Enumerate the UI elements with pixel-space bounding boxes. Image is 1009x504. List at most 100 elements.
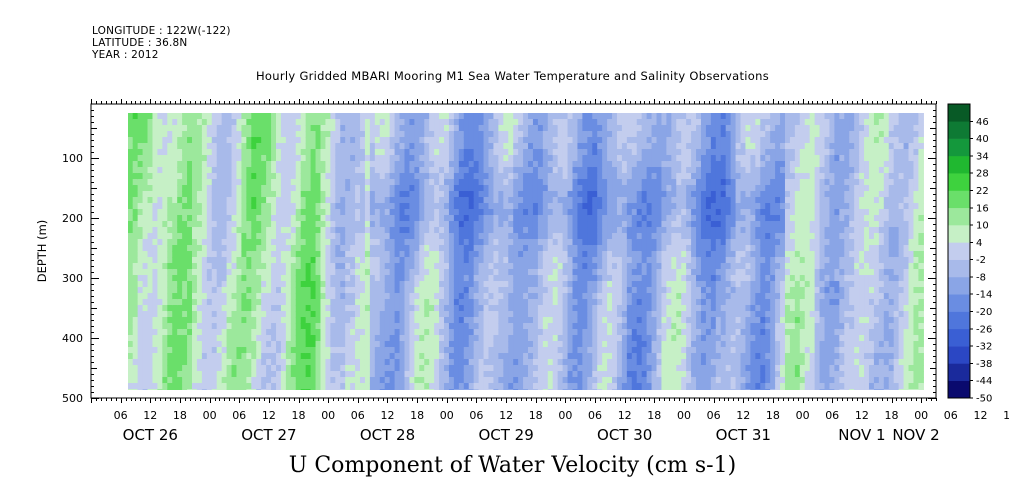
- heatmap-cell: [360, 197, 366, 204]
- heatmap-cell: [172, 335, 178, 342]
- heatmap-cell: [276, 287, 282, 294]
- heatmap-cell: [196, 203, 203, 210]
- heatmap-cell: [523, 185, 529, 192]
- heatmap-cell: [315, 347, 322, 354]
- heatmap-cell: [266, 335, 272, 342]
- year-label: YEAR : 2012: [92, 49, 159, 61]
- heatmap-cell: [261, 329, 267, 336]
- heatmap-cell: [597, 197, 603, 204]
- heatmap-cell: [236, 269, 243, 276]
- heatmap-cell: [266, 149, 272, 156]
- heatmap-cell: [305, 131, 312, 138]
- heatmap-cell: [187, 365, 193, 372]
- heatmap-cell: [216, 191, 223, 198]
- heatmap-cell: [562, 155, 569, 162]
- heatmap-cell: [300, 287, 307, 294]
- heatmap-cell: [513, 293, 519, 300]
- heatmap-cell: [167, 335, 173, 342]
- heatmap-cell: [607, 233, 613, 240]
- heatmap-cell: [167, 179, 173, 186]
- heatmap-cell: [572, 323, 579, 330]
- heatmap-cell: [414, 221, 420, 228]
- heatmap-cell: [128, 203, 134, 210]
- heatmap-cell: [325, 167, 331, 174]
- heatmap-cell: [473, 203, 480, 210]
- heatmap-cell: [167, 275, 173, 282]
- heatmap-cell: [384, 149, 391, 156]
- heatmap-cell: [320, 275, 327, 282]
- heatmap-cell: [577, 281, 583, 288]
- heatmap-cell: [468, 377, 475, 384]
- heatmap-cell: [157, 185, 163, 192]
- heatmap-cell: [488, 359, 495, 366]
- heatmap-cell: [196, 209, 203, 216]
- heatmap-cell: [142, 155, 149, 162]
- heatmap-cell: [582, 143, 588, 150]
- heatmap-cell: [612, 251, 618, 258]
- heatmap-cell: [246, 239, 252, 246]
- heatmap-cell: [552, 191, 559, 198]
- heatmap-cell: [360, 233, 366, 240]
- heatmap-cell: [394, 143, 401, 150]
- heatmap-cell: [463, 209, 470, 216]
- heatmap-cell: [592, 347, 598, 354]
- heatmap-cell: [246, 215, 252, 222]
- heatmap-cell: [404, 263, 411, 270]
- heatmap-cell: [582, 383, 588, 390]
- heatmap-cell: [310, 305, 317, 312]
- heatmap-cell: [562, 215, 569, 222]
- heatmap-cell: [320, 221, 327, 228]
- heatmap-cell: [132, 149, 139, 156]
- heatmap-cell: [305, 119, 312, 126]
- heatmap-cell: [285, 257, 292, 264]
- heatmap-cell: [612, 155, 618, 162]
- heatmap-cell: [552, 167, 559, 174]
- heatmap-cell: [503, 377, 509, 384]
- heatmap-cell: [444, 281, 450, 288]
- heatmap-cell: [621, 281, 628, 288]
- heatmap-cell: [394, 251, 401, 258]
- heatmap-cell: [355, 371, 361, 378]
- heatmap-cell: [602, 323, 608, 330]
- heatmap-cell: [602, 251, 608, 258]
- heatmap-cell: [528, 305, 534, 312]
- heatmap-cell: [473, 335, 480, 342]
- heatmap-cell: [488, 161, 495, 168]
- heatmap-cell: [458, 335, 465, 342]
- heatmap-cell: [537, 353, 544, 360]
- heatmap-cell: [330, 203, 336, 210]
- heatmap-cell: [384, 233, 391, 240]
- heatmap-cell: [508, 203, 514, 210]
- heatmap-cell: [374, 299, 381, 306]
- heatmap-cell: [468, 251, 475, 258]
- heatmap-cell: [394, 269, 401, 276]
- heatmap-cell: [128, 215, 134, 222]
- heatmap-cell: [271, 389, 277, 390]
- heatmap-cell: [236, 365, 243, 372]
- heatmap-cell: [182, 221, 188, 228]
- heatmap-cell: [251, 389, 257, 390]
- heatmap-cell: [463, 215, 470, 222]
- heatmap-cell: [612, 239, 618, 246]
- heatmap-cell: [384, 119, 391, 126]
- heatmap-cell: [547, 317, 554, 324]
- heatmap-cell: [582, 389, 588, 390]
- heatmap-cell: [280, 353, 287, 360]
- heatmap-cell: [434, 233, 440, 240]
- heatmap-cell: [335, 281, 341, 288]
- heatmap-cell: [542, 257, 549, 264]
- heatmap-cell: [147, 209, 154, 216]
- heatmap-cell: [557, 179, 564, 186]
- heatmap-cell: [246, 137, 252, 144]
- heatmap-cell: [592, 227, 598, 234]
- heatmap-cell: [172, 287, 178, 294]
- heatmap-cell: [414, 167, 420, 174]
- heatmap-cell: [483, 365, 490, 372]
- heatmap-cell: [256, 245, 262, 252]
- heatmap-cell: [241, 173, 247, 180]
- heatmap-cell: [246, 167, 252, 174]
- heatmap-cell: [142, 209, 149, 216]
- heatmap-cell: [453, 125, 460, 132]
- heatmap-cell: [231, 365, 238, 372]
- heatmap-cell: [582, 299, 588, 306]
